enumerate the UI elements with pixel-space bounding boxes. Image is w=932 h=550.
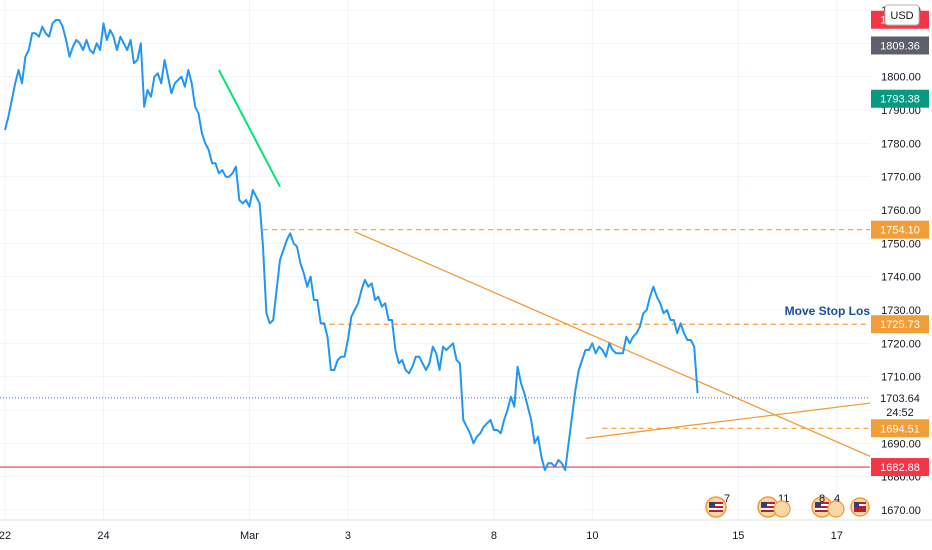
time-tick-label: 24: [97, 530, 109, 542]
current-price-label: 1703.64: [880, 393, 920, 405]
level-tag-label: 1694.51: [880, 423, 920, 435]
level-tag: [871, 419, 929, 438]
price-tick-label: 1800.00: [881, 72, 921, 84]
level-tag: [871, 315, 929, 334]
svg-text:4: 4: [834, 493, 840, 505]
grid-lines: [0, 0, 870, 520]
time-tick-label: Mar: [240, 530, 259, 542]
level-tag: [871, 458, 929, 477]
level-tag-label: 1682.88: [880, 462, 920, 474]
level-tag-label: 1754.10: [880, 225, 920, 237]
svg-text:7: 7: [724, 493, 730, 505]
price-tag: [871, 36, 929, 55]
time-tick-label: 22: [0, 530, 11, 542]
time-tick-label: 15: [732, 530, 744, 542]
descending-trendline: [354, 231, 888, 465]
event-icon-flag-us-3[interactable]: 8 4: [811, 493, 845, 518]
price-tick-label: 1720.00: [881, 338, 921, 350]
event-icons[interactable]: 7 11 8 4: [705, 493, 870, 518]
price-tick-label: 1740.00: [881, 272, 921, 284]
price-tick-label: 1730.00: [881, 305, 921, 317]
time-tick-label: 17: [831, 530, 843, 542]
green-segment-lower: [217, 69, 281, 188]
countdown-label: 24:52: [886, 407, 914, 419]
currency-label: USD: [890, 10, 913, 22]
time-tick-label: 10: [586, 530, 598, 542]
svg-text:11: 11: [778, 493, 789, 505]
event-icon-flag-us-1[interactable]: 7: [705, 493, 730, 518]
level-tag-label: 1725.73: [880, 319, 920, 331]
time-tick-label: 3: [345, 530, 351, 542]
price-tag-label: 1793.38: [880, 94, 920, 106]
current-price-tag: [871, 388, 929, 419]
currency-badge[interactable]: USD: [884, 4, 920, 26]
event-icon-flag-us-2[interactable]: 11: [757, 493, 791, 518]
time-tick-label: 8: [491, 530, 497, 542]
event-icon-flag-us-4[interactable]: [850, 497, 870, 517]
price-tag: [871, 89, 929, 108]
svg-text:8: 8: [819, 493, 825, 505]
price-tag-label: 1809.36: [880, 40, 920, 52]
price-tick-label: 1770.00: [881, 172, 921, 184]
price-tick-label: 1780.00: [881, 138, 921, 150]
time-axis[interactable]: [0, 520, 932, 550]
price-tick-label: 1790.00: [881, 105, 921, 117]
price-tick-label: 1760.00: [881, 205, 921, 217]
level-tag: [871, 220, 929, 239]
price-tick-label: 1750.00: [881, 238, 921, 250]
price-series-line: [4, 19, 699, 471]
horizontal-levels: [0, 229, 870, 468]
price-tick-label: 1670.00: [881, 505, 921, 517]
time-axis-ticks: 22 24 Mar 3 8 10 15 17: [0, 530, 843, 542]
price-tick-label: 1690.00: [881, 438, 921, 450]
price-tick-label: 1710.00: [881, 372, 921, 384]
